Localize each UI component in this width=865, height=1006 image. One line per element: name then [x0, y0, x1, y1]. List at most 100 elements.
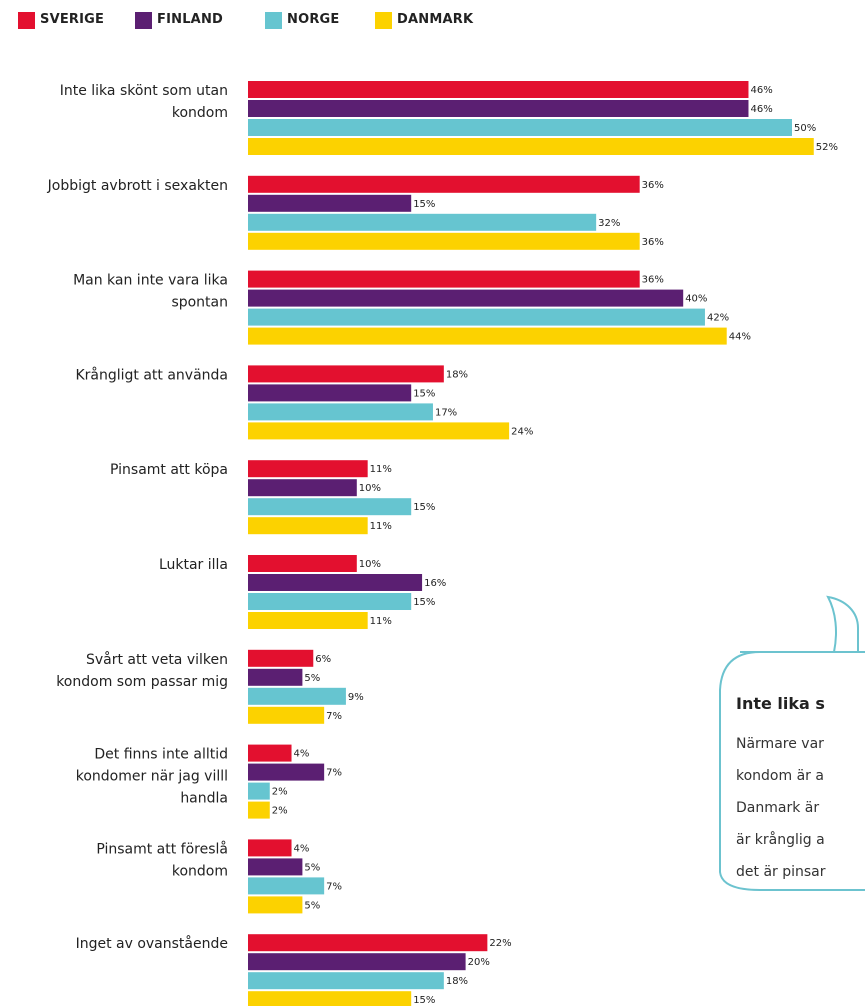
- legend-label: DANMARK: [397, 12, 474, 27]
- bar-finland: [248, 953, 466, 971]
- category-label-line: kondom: [172, 105, 228, 121]
- legend-swatch: [18, 12, 35, 29]
- bar-value-label: 46%: [750, 104, 772, 115]
- bar-finland: [248, 574, 423, 591]
- bar-value-label: 15%: [413, 502, 435, 513]
- category-label-line: kondom: [172, 863, 228, 879]
- category-label: Inget av ovanstående: [76, 935, 228, 952]
- callout-line: Danmark är: [736, 800, 820, 816]
- bar-value-label: 2%: [272, 787, 288, 798]
- callout-line: Närmare var: [736, 736, 824, 752]
- bar-value-label: 11%: [370, 616, 392, 627]
- bar-value-label: 36%: [642, 237, 664, 248]
- bar-danmark: [248, 138, 814, 155]
- bar-sverige: [248, 81, 749, 98]
- bar-danmark: [248, 517, 368, 535]
- bar-finland: [248, 289, 684, 307]
- category-label-line: handla: [180, 791, 228, 807]
- category-label: Pinsamt att föreslå kondom: [96, 840, 228, 879]
- bar-danmark: [248, 896, 303, 914]
- category-label: Luktar illa: [159, 557, 228, 573]
- bar-value-label: 7%: [326, 881, 342, 892]
- category-label: Pinsamt att köpa: [110, 462, 228, 478]
- bar-danmark: [248, 991, 412, 1006]
- bar-norge: [248, 308, 705, 326]
- bar-value-label: 7%: [326, 768, 342, 779]
- bar-finland: [248, 100, 749, 117]
- category-label-line: Svårt att veta vilken: [86, 651, 228, 668]
- category-label-line: Man kan inte vara lika: [73, 273, 228, 289]
- bar-finland: [248, 384, 412, 402]
- bar-norge: [248, 498, 412, 516]
- bar-value-label: 52%: [816, 142, 838, 153]
- bar-finland: [248, 763, 325, 781]
- category-label: Svårt att veta vilken kondom som passar m…: [56, 651, 228, 690]
- bar-sverige: [248, 934, 488, 952]
- category-label-line: Krångligt att använda: [75, 366, 228, 383]
- bar-finland: [248, 858, 303, 876]
- bar-value-label: 18%: [446, 369, 468, 380]
- bar-value-label: 42%: [707, 313, 729, 324]
- bar-sverige: [248, 270, 640, 288]
- bar-norge: [248, 972, 444, 990]
- bar-value-label: 44%: [729, 332, 751, 343]
- category-label: Inte lika skönt som utan kondom: [60, 83, 228, 121]
- bar-value-label: 4%: [294, 843, 310, 854]
- bar-danmark: [248, 327, 727, 345]
- bar-finland: [248, 194, 412, 212]
- bar-value-label: 5%: [304, 673, 320, 684]
- bar-danmark: [248, 232, 640, 250]
- category-label-line: spontan: [171, 295, 228, 311]
- bar-value-label: 40%: [685, 294, 707, 305]
- bar-value-label: 36%: [642, 275, 664, 286]
- bar-value-label: 5%: [304, 862, 320, 873]
- bar-danmark: [248, 612, 368, 629]
- legend-label: SVERIGE: [40, 12, 105, 27]
- callout-line: är krånglig a: [736, 832, 825, 848]
- category-label: Jobbigt avbrott i sexakten: [47, 178, 228, 194]
- bar-value-label: 15%: [413, 388, 435, 399]
- bar-value-label: 36%: [642, 180, 664, 191]
- bar-sverige: [248, 175, 640, 193]
- bar-sverige: [248, 460, 368, 478]
- callout-line: kondom är a: [736, 768, 824, 784]
- bar-value-label: 2%: [272, 806, 288, 817]
- category-label-line: Pinsamt att föreslå: [96, 840, 228, 857]
- bar-value-label: 18%: [446, 976, 468, 987]
- callout-line: det är pinsar: [736, 864, 826, 880]
- legend-label: NORGE: [287, 12, 340, 27]
- bar-value-label: 15%: [413, 199, 435, 210]
- legend-swatch: [265, 12, 282, 29]
- bar-sverige: [248, 839, 292, 857]
- category-label-line: kondomer när jag villl: [76, 769, 228, 785]
- bar-value-label: 16%: [424, 578, 446, 589]
- bar-sverige: [248, 555, 357, 572]
- bar-value-label: 10%: [359, 483, 381, 494]
- category-label-line: kondom som passar mig: [56, 674, 228, 690]
- category-label-line: Jobbigt avbrott i sexakten: [47, 178, 228, 194]
- bar-value-label: 9%: [348, 692, 364, 703]
- bar-norge: [248, 687, 346, 705]
- bar-value-label: 15%: [413, 995, 435, 1006]
- bar-danmark: [248, 801, 270, 819]
- category-label: Krångligt att använda: [75, 366, 228, 383]
- category-label-line: Inte lika skönt som utan: [60, 83, 228, 99]
- bar-norge: [248, 403, 433, 421]
- bar-value-label: 5%: [304, 900, 320, 911]
- category-label: Man kan inte vara lika spontan: [73, 273, 228, 311]
- legend-label: FINLAND: [157, 12, 224, 27]
- bar-value-label: 10%: [359, 559, 381, 570]
- bar-value-label: 11%: [370, 521, 392, 532]
- callout-title: Inte lika s: [736, 694, 825, 713]
- bar-norge: [248, 593, 412, 610]
- bar-norge: [248, 213, 597, 231]
- bar-value-label: 32%: [598, 218, 620, 229]
- bar-value-label: 4%: [294, 749, 310, 760]
- category-label-line: Inget av ovanstående: [76, 935, 228, 952]
- bar-danmark: [248, 706, 325, 724]
- bar-danmark: [248, 422, 510, 440]
- bar-norge: [248, 119, 792, 136]
